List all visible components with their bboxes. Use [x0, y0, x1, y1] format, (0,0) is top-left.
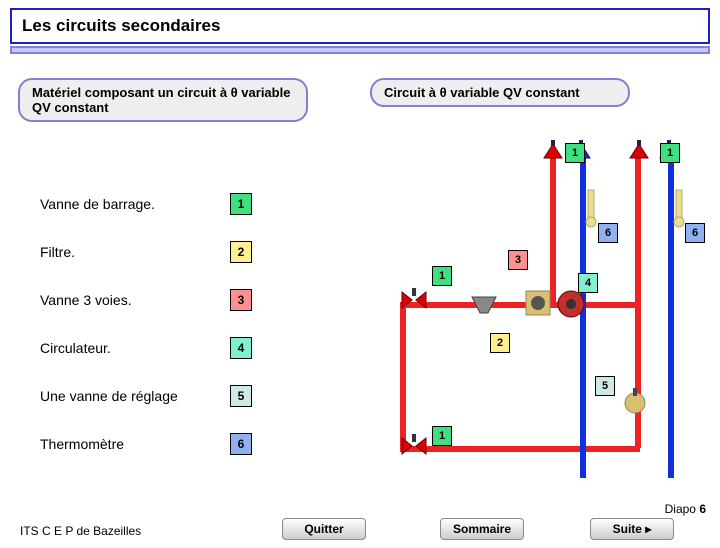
next-button[interactable]: Suite ▸ [590, 518, 674, 540]
page-title: Les circuits secondaires [10, 8, 710, 44]
valve-icon [400, 434, 428, 458]
footer-credit: ITS C E P de Bazeilles [20, 524, 141, 538]
list-item: Filtre.2 [40, 241, 252, 263]
filter-icon [470, 293, 498, 317]
thermometer-icon [673, 188, 685, 228]
list-item: Vanne de barrage.1 [40, 193, 252, 215]
component-number: 2 [230, 241, 252, 263]
valve-icon [628, 140, 650, 162]
component-number: 4 [230, 337, 252, 359]
pipe-red [400, 302, 406, 452]
subtitle-left: Matériel composant un circuit à θ variab… [18, 78, 308, 122]
subtitle-right: Circuit à θ variable QV constant [370, 78, 630, 107]
valve-icon [542, 140, 564, 162]
list-item: Circulateur.4 [40, 337, 252, 359]
circuit-diagram: 1166314251 [400, 138, 700, 478]
quit-button[interactable]: Quitter [282, 518, 366, 540]
list-item: Vanne 3 voies.3 [40, 289, 252, 311]
component-list: Vanne de barrage.1 Filtre.2 Vanne 3 voies.… [40, 193, 252, 481]
pipe-red [400, 446, 640, 452]
component-label: Thermomètre [40, 436, 230, 452]
diagram-label: 5 [595, 376, 615, 396]
list-item: Une vanne de réglage5 [40, 385, 252, 407]
component-number: 1 [230, 193, 252, 215]
diagram-label: 1 [432, 266, 452, 286]
component-label: Vanne de barrage. [40, 196, 230, 212]
component-label: Filtre. [40, 244, 230, 260]
title-underline [10, 46, 710, 54]
diagram-label: 1 [660, 143, 680, 163]
diagram-label: 2 [490, 333, 510, 353]
diagram-label: 4 [578, 273, 598, 293]
valve-icon [400, 288, 428, 312]
component-label: Vanne 3 voies. [40, 292, 230, 308]
diagram-label: 6 [685, 223, 705, 243]
component-label: Une vanne de réglage [40, 388, 230, 404]
component-label: Circulateur. [40, 340, 230, 356]
slide-prefix: Diapo [665, 502, 700, 516]
component-number: 5 [230, 385, 252, 407]
slide-num: 6 [699, 502, 706, 516]
reg-valve-icon [620, 388, 650, 418]
thermometer-icon [585, 188, 597, 228]
three-way-valve-icon [518, 283, 558, 323]
diagram-label: 3 [508, 250, 528, 270]
list-item: Thermomètre6 [40, 433, 252, 455]
diagram-label: 6 [598, 223, 618, 243]
slide-number: Diapo 6 [665, 502, 706, 516]
summary-button[interactable]: Sommaire [440, 518, 524, 540]
component-number: 3 [230, 289, 252, 311]
diagram-label: 1 [565, 143, 585, 163]
diagram-label: 1 [432, 426, 452, 446]
component-number: 6 [230, 433, 252, 455]
